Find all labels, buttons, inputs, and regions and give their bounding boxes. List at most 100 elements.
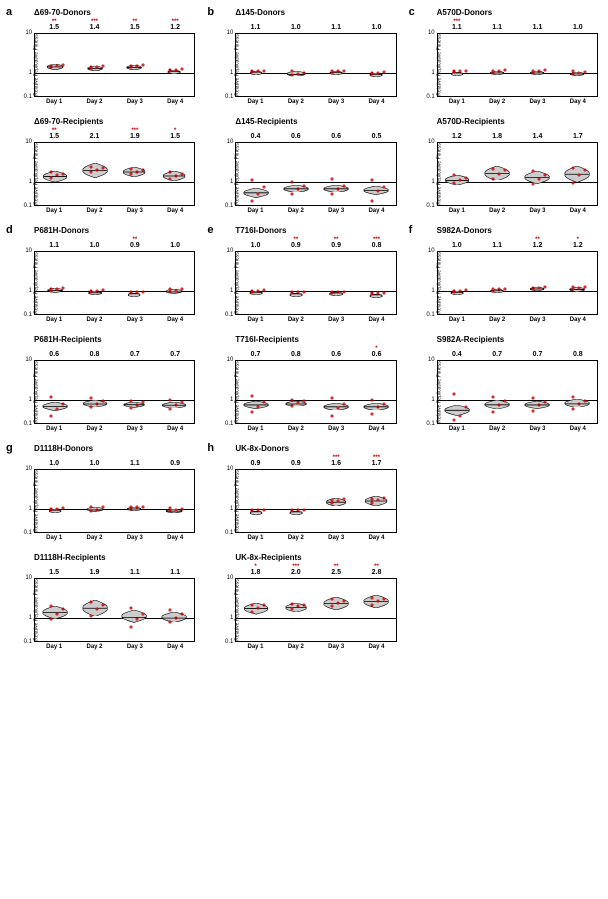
value-label: 1.0 [34, 455, 74, 469]
y-tick: 0.1 [24, 530, 32, 536]
chart-title: T716I-Donors [207, 226, 400, 235]
x-ticks: Day 1Day 2Day 3Day 4 [34, 535, 195, 547]
x-ticks: Day 1Day 2Day 3Day 4 [235, 535, 396, 547]
y-tick: 0.1 [225, 203, 233, 209]
violin-cell [276, 470, 316, 532]
violin-cell [236, 252, 276, 314]
plot-area [235, 578, 396, 642]
x-tick: Day 4 [356, 426, 396, 438]
y-tick: 0.1 [24, 94, 32, 100]
chart-title: Δ145-Recipients [207, 117, 400, 126]
y-tick: 1 [431, 288, 434, 294]
chart-title: S982A-Recipients [409, 335, 602, 344]
value-label: ***1.2 [155, 19, 195, 33]
y-tick: 10 [227, 30, 234, 36]
x-tick: Day 3 [517, 317, 557, 329]
violin-cell [316, 470, 356, 532]
violin-cell [115, 34, 155, 96]
y-tick: 0.1 [24, 421, 32, 427]
y-tick: 10 [227, 575, 234, 581]
violin-cell [316, 252, 356, 314]
y-tick: 10 [227, 466, 234, 472]
value-label: 1.0 [74, 237, 114, 251]
y-tick: 1 [29, 288, 32, 294]
value-label: ***1.7 [356, 455, 396, 469]
plot-area [437, 33, 598, 97]
chart: 1.11.0**0.91.01010.1Relative Replicative… [6, 237, 199, 329]
chart: 1.0**0.9**0.9***0.81010.1Relative Replic… [207, 237, 400, 329]
y-tick: 1 [431, 179, 434, 185]
violin-cell [517, 361, 557, 423]
y-tick: 0.1 [426, 203, 434, 209]
panel-e: eT716I-Donors1.0**0.9**0.9***0.81010.1Re… [207, 224, 400, 438]
value-label: 0.8 [276, 346, 316, 360]
x-tick: Day 2 [74, 644, 114, 656]
x-tick: Day 1 [235, 644, 275, 656]
y-tick: 0.1 [426, 421, 434, 427]
x-tick: Day 3 [316, 317, 356, 329]
value-label: **1.5 [34, 19, 74, 33]
x-tick: Day 3 [115, 208, 155, 220]
x-tick: Day 2 [74, 535, 114, 547]
x-ticks: Day 1Day 2Day 3Day 4 [34, 644, 195, 656]
value-labels-row: 0.60.80.70.7 [34, 346, 195, 360]
violin-cell [438, 252, 478, 314]
y-tick: 0.1 [24, 203, 32, 209]
y-tick: 0.1 [225, 94, 233, 100]
y-tick: 10 [25, 575, 32, 581]
y-axis-label: Relative Replicative Fitness [235, 361, 241, 422]
value-label: *1.2 [558, 237, 598, 251]
value-label: 1.5 [34, 564, 74, 578]
value-label: 1.0 [558, 19, 598, 33]
violin-row [236, 361, 395, 423]
violin-row [438, 34, 597, 96]
x-tick: Day 3 [517, 99, 557, 111]
plot-area [235, 469, 396, 533]
y-axis-label: Relative Replicative Fitness [34, 252, 40, 313]
x-tick: Day 3 [517, 208, 557, 220]
panel-letter: b [207, 6, 214, 18]
plot-area [437, 251, 598, 315]
violin-row [236, 470, 395, 532]
x-tick: Day 4 [155, 317, 195, 329]
y-ticks: 1010.1 [24, 33, 34, 97]
value-label: 0.4 [235, 128, 275, 142]
violin-cell [154, 143, 194, 205]
violin-cell [316, 34, 356, 96]
y-axis-label: Relative Replicative Fitness [436, 143, 442, 204]
y-axis-label: Relative Replicative Fitness [436, 252, 442, 313]
x-tick: Day 3 [517, 426, 557, 438]
violin-row [35, 579, 194, 641]
x-ticks: Day 1Day 2Day 3Day 4 [235, 426, 396, 438]
violin-cell [115, 470, 155, 532]
value-label: 0.7 [517, 346, 557, 360]
violin-row [438, 143, 597, 205]
value-labels-row: 1.01.1**1.2*1.2 [437, 237, 598, 251]
value-label: 1.1 [115, 455, 155, 469]
x-ticks: Day 1Day 2Day 3Day 4 [235, 99, 396, 111]
value-labels-row: 1.0**0.9**0.9***0.8 [235, 237, 396, 251]
violin-cell [356, 34, 396, 96]
violin-cell [236, 579, 276, 641]
value-label: 1.0 [276, 19, 316, 33]
chart: 1.01.01.10.91010.1Relative Replicative F… [6, 455, 199, 547]
y-tick: 1 [230, 70, 233, 76]
value-label: **1.2 [517, 237, 557, 251]
y-ticks: 1010.1 [24, 469, 34, 533]
y-axis-label: Relative Replicative Fitness [235, 579, 241, 640]
value-label: **0.9 [115, 237, 155, 251]
chart: 1.01.1**1.2*1.21010.1Relative Replicativ… [409, 237, 602, 329]
chart: 1.51.91.11.11010.1Relative Replicative F… [6, 564, 199, 656]
value-label: 0.4 [437, 346, 477, 360]
violin-cell [316, 361, 356, 423]
y-axis-label: Relative Replicative Fitness [235, 252, 241, 313]
chart: ***1.11.11.11.01010.1Relative Replicativ… [409, 19, 602, 111]
violin-row [236, 143, 395, 205]
chart-title: Δ145-Donors [207, 8, 400, 17]
plot-area [34, 578, 195, 642]
value-label: *1.8 [235, 564, 275, 578]
violin-cell [276, 252, 316, 314]
violin-cell [517, 252, 557, 314]
chart-title: Δ69-70-Recipients [6, 117, 199, 126]
value-label: **0.9 [276, 237, 316, 251]
